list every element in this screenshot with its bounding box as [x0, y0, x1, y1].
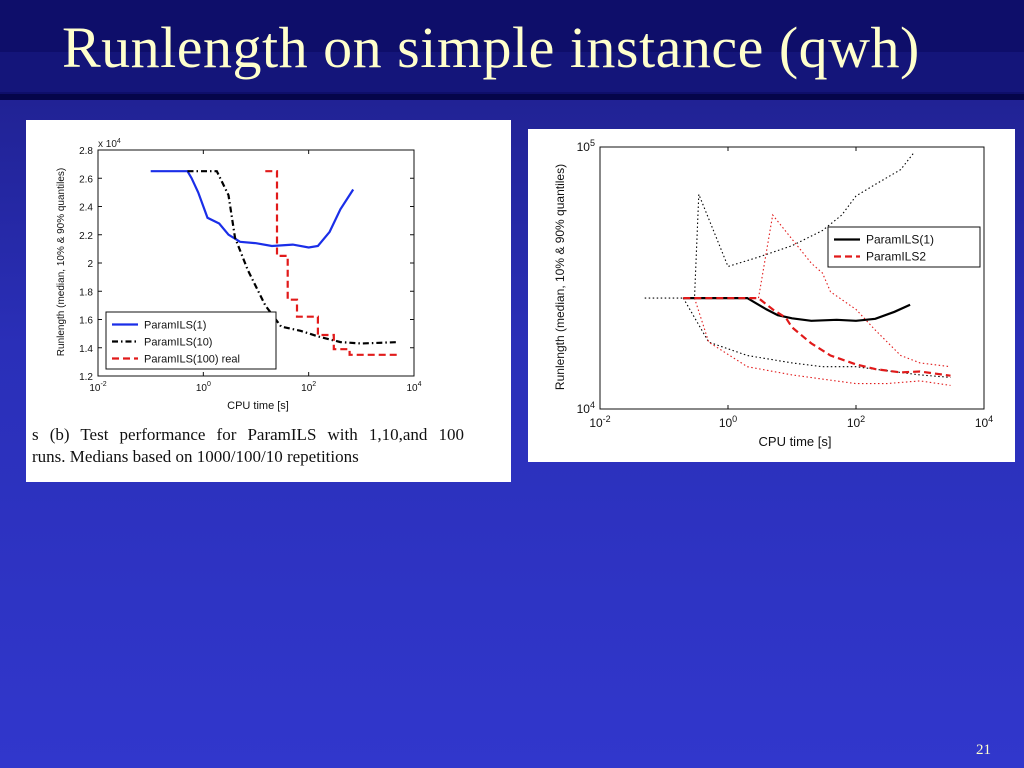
legend-label: ParamILS(10): [144, 337, 212, 349]
legend-label: ParamILS(100) real: [144, 354, 240, 366]
series-line-1: [683, 297, 911, 322]
plot-frame: [599, 146, 985, 410]
legend-label: ParamILS(1): [144, 320, 206, 332]
y-tick-label: 104: [577, 400, 595, 416]
title-stripe: [0, 52, 1024, 92]
x-tick-label: 10-2: [89, 381, 106, 394]
y-tick-label: 2.2: [79, 231, 93, 242]
y-tick-label: 2: [87, 259, 93, 270]
x-tick-label: 104: [406, 381, 421, 394]
legend-box: [827, 226, 981, 268]
legend: ParamILS(1) ParamILS2: [827, 226, 981, 268]
quantile-line: [682, 297, 951, 378]
slide-title: Runlength on simple instance (qwh): [62, 15, 920, 80]
figure-caption: s (b) Test performance for ParamILS with…: [32, 424, 464, 468]
y-tick-label: 2.4: [79, 203, 93, 214]
y-tick-label: 1.8: [79, 287, 93, 298]
y-tick-label: 1.4: [79, 344, 93, 355]
y-axis-label: Runlength (median, 10% & 90% quantiles): [56, 168, 67, 356]
y-tick-label: 2.6: [79, 174, 93, 185]
legend: ParamILS(1) ParamILS(10) ParamILS(100) rea…: [105, 311, 277, 370]
x-tick-label: 10-2: [589, 414, 610, 430]
right-chart-panel: 104 105 10-2 100 102 104 CPU time [s] Runlen…: [528, 129, 1015, 462]
caption-line-1: s (b) Test performance for ParamILS with…: [32, 425, 464, 444]
caption-line-2: runs. Medians based on 1000/100/10 repet…: [32, 447, 359, 466]
y-tick-label: 105: [577, 138, 595, 154]
legend-label: ParamILS(1): [866, 233, 934, 247]
x-tick-label: 102: [301, 381, 316, 394]
series-line-1: [150, 170, 355, 249]
legend-label: ParamILS2: [866, 250, 926, 264]
x-axis-label: CPU time [s]: [227, 400, 289, 412]
x-axis-label: CPU time [s]: [759, 434, 832, 449]
x-tick-label: 104: [975, 414, 993, 430]
x-tick-label: 100: [719, 414, 737, 430]
y-axis-label: Runlength (median, 10% & 90% quantiles): [553, 164, 567, 390]
right-chart: 104 105 10-2 100 102 104 CPU time [s] Runlen…: [553, 138, 993, 449]
x-tick-label: 102: [847, 414, 865, 430]
series-line-3: [265, 170, 399, 356]
x-tick-label: 100: [196, 381, 211, 394]
title-rule: [0, 94, 1024, 100]
left-chart-panel: 1.2 1.4 1.6 1.8 2 2.2 2.4 2.6 2.8 10-2 100 102 104 …: [26, 120, 511, 482]
quantile-line: [644, 152, 915, 299]
title-band: [0, 0, 1024, 100]
y-tick-label: 1.2: [79, 372, 93, 383]
page-number: 21: [976, 742, 991, 758]
y-tick-label: 2.8: [79, 146, 93, 157]
left-chart: 1.21.41.61.822.22.42.62.8 10-2 100 102 104 …: [56, 138, 422, 412]
series-line-2: [683, 297, 951, 377]
y-multiplier-label: x 104: [98, 138, 121, 150]
y-tick-label: 1.6: [79, 316, 93, 327]
quantile-line: [693, 297, 951, 386]
